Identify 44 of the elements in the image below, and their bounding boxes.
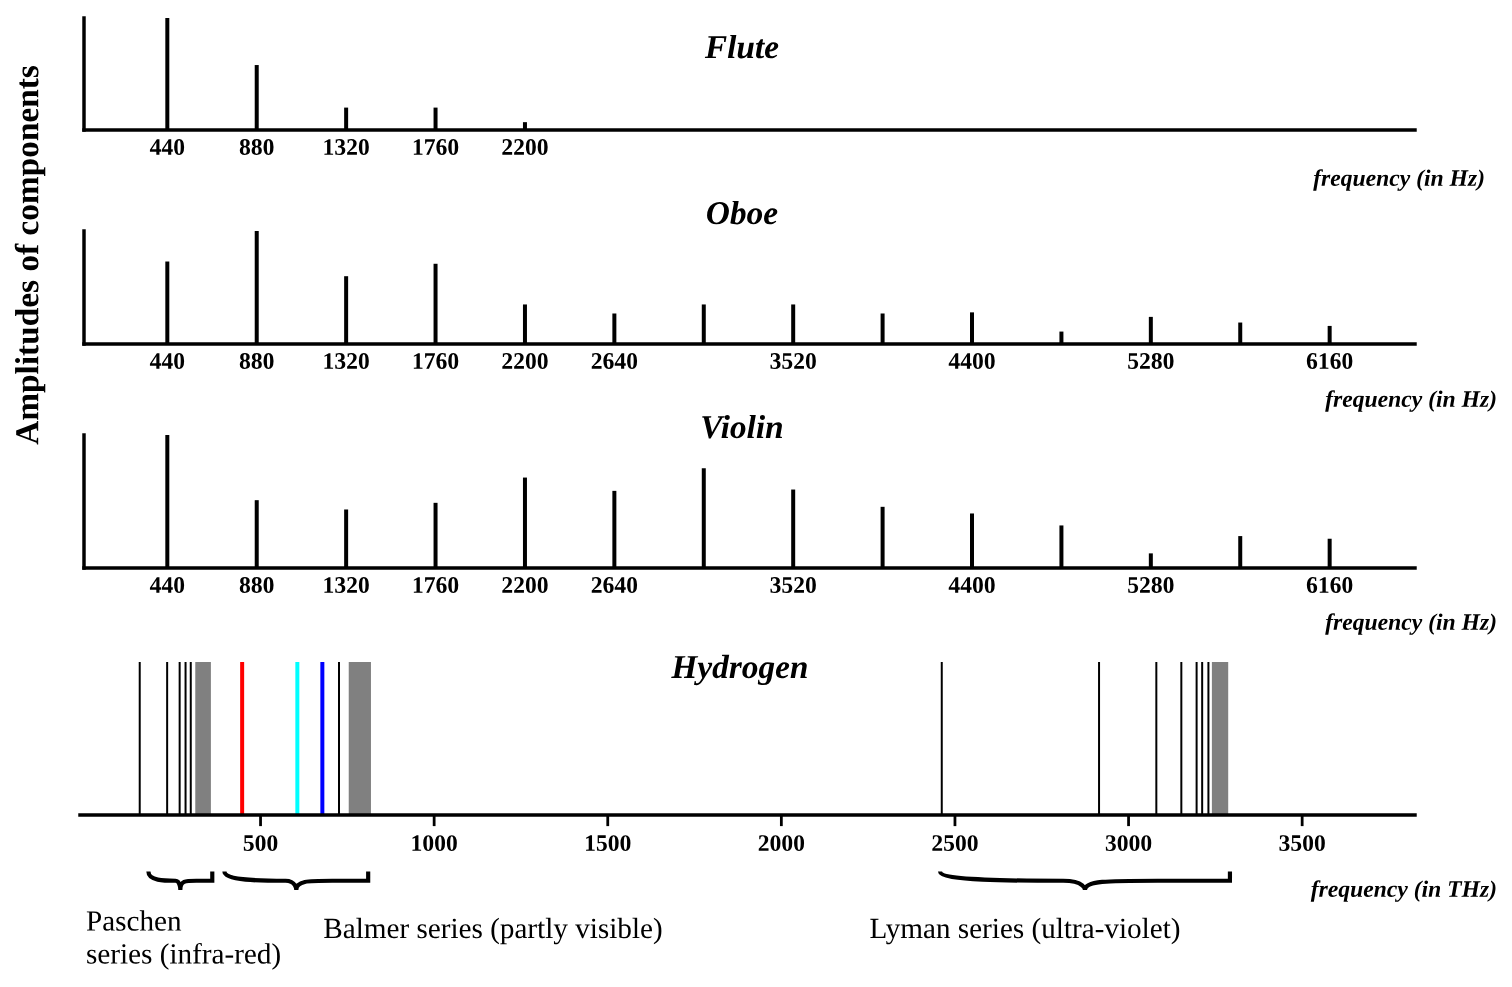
x-tick-label: 440 [149,139,185,155]
chart-title: Oboe [707,200,778,225]
x-tick-label: 440 [149,353,185,369]
x-tick-label: 880 [239,139,274,155]
x-tick-label: 3000 [1105,835,1152,852]
x-tick-label: 3520 [770,577,816,593]
x-tick-label: 2640 [591,353,638,369]
x-tick-label: 1500 [586,835,631,852]
x-tick-label: 6160 [1306,577,1353,593]
x-tick-label: 2200 [502,353,548,369]
x-axis-title: frequency (in THz) [1310,880,1496,902]
x-tick-label: 2200 [502,139,548,155]
text: Balmer series (partly visible) [324,917,662,945]
x-tick-label: 440 [149,577,185,593]
x-tick-label: 2000 [758,835,805,852]
x-tick-label: 3520 [770,353,816,369]
text: Paschen series (infra-red) [86,910,280,970]
y-axis-title: Amplitudes of components [14,65,46,445]
chart-title: Violin [702,414,783,439]
x-tick-label: 5280 [1128,353,1174,369]
x-tick-label: 1760 [413,139,459,155]
x-tick-label: 500 [243,835,278,852]
x-tick-label: 4400 [948,577,995,593]
x-tick-label: 6160 [1306,353,1353,369]
x-tick-label: 880 [239,577,274,593]
x-tick-label: 1320 [324,577,369,593]
chart-title: Flute [704,34,779,59]
x-tick-label: 3500 [1279,835,1325,852]
x-tick-label: 1000 [412,835,457,852]
x-tick-label: 1760 [413,353,459,369]
x-tick-label: 2640 [591,577,638,593]
x-axis-title: frequency (in Hz) [1313,169,1484,191]
text: Lyman series (ultra-violet) [870,917,1180,945]
x-tick-label: 4400 [948,353,995,369]
x-axis-title: frequency (in Hz) [1325,613,1496,635]
x-tick-label: 1320 [324,353,369,369]
x-tick-label: 880 [239,353,274,369]
x-tick-label: 5280 [1128,577,1174,593]
x-tick-label: 2500 [932,835,978,852]
x-tick-label: 1320 [324,139,369,155]
x-tick-label: 1760 [413,577,459,593]
x-axis-title: frequency (in Hz) [1325,390,1496,412]
chart-title: Hydrogen [671,654,807,686]
x-tick-label: 2200 [502,577,548,593]
